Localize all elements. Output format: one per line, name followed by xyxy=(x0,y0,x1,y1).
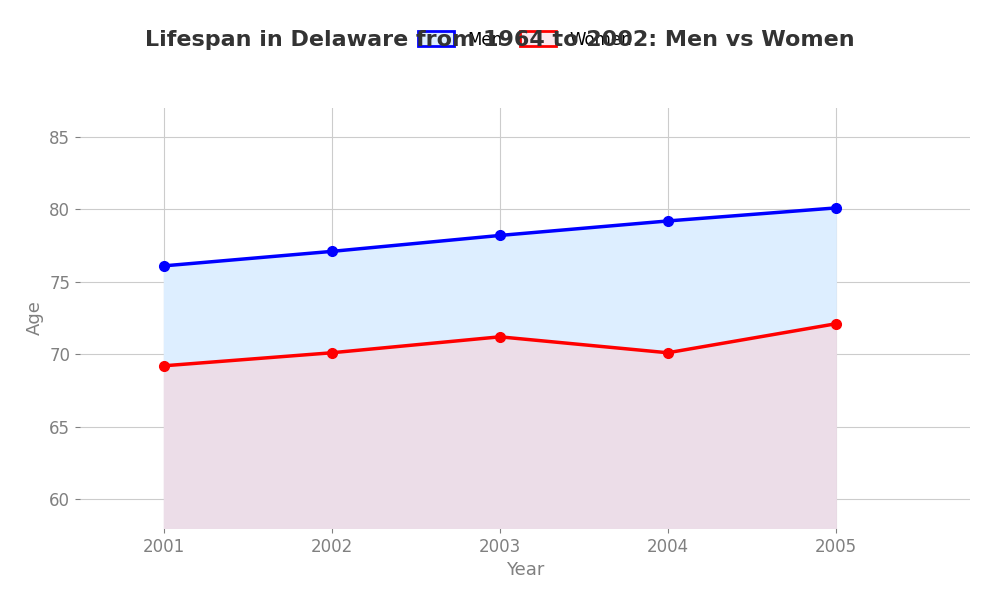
Women xyxy=(662,349,674,356)
Men xyxy=(662,217,674,224)
Line: Women: Women xyxy=(159,319,841,371)
Men xyxy=(830,205,842,212)
Line: Men: Men xyxy=(159,203,841,271)
Men xyxy=(158,262,170,269)
Men xyxy=(326,248,338,255)
Y-axis label: Age: Age xyxy=(26,301,44,335)
Text: Lifespan in Delaware from 1964 to 2002: Men vs Women: Lifespan in Delaware from 1964 to 2002: … xyxy=(145,30,855,50)
Women xyxy=(158,362,170,370)
Women xyxy=(494,333,506,340)
Women xyxy=(830,320,842,328)
X-axis label: Year: Year xyxy=(506,561,544,579)
Legend: Men, Women: Men, Women xyxy=(411,24,639,55)
Men xyxy=(494,232,506,239)
Women xyxy=(326,349,338,356)
